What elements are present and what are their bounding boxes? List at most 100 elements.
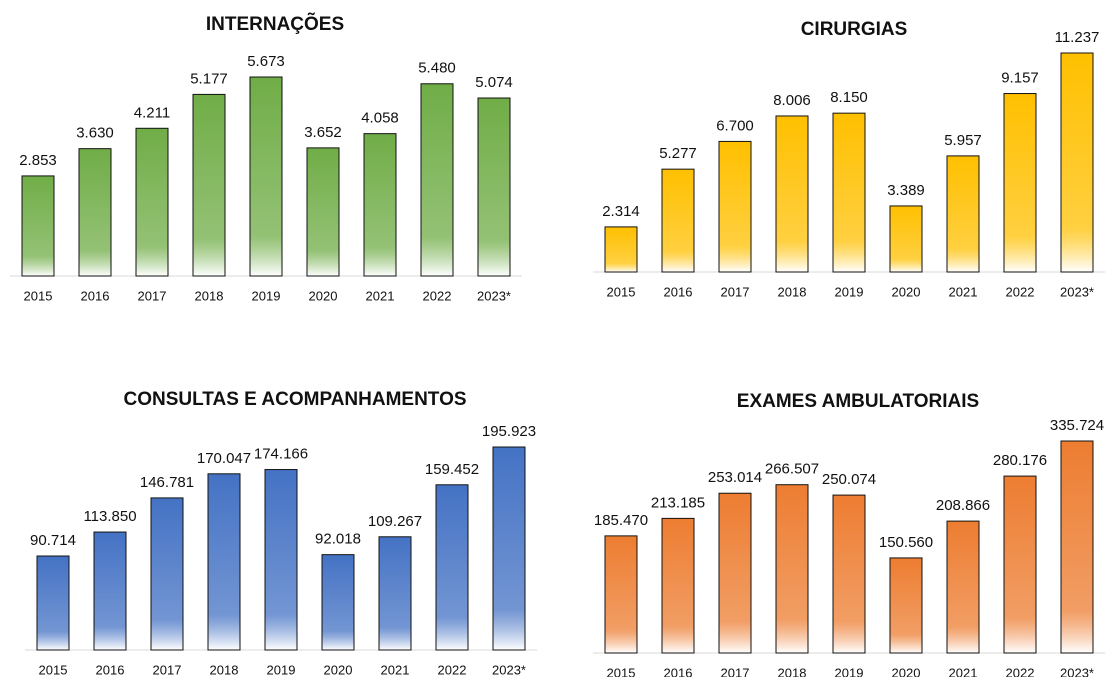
bar xyxy=(192,93,226,277)
x-tick-label: 2023* xyxy=(1060,284,1094,299)
bar xyxy=(21,175,55,277)
value-label: 335.724 xyxy=(1050,417,1104,434)
x-tick-label: 2019 xyxy=(252,288,281,303)
value-label: 113.850 xyxy=(83,508,136,525)
x-tick-label: 2021 xyxy=(366,288,395,303)
bar xyxy=(946,155,980,273)
value-label: 213.185 xyxy=(651,494,705,511)
bar xyxy=(264,469,298,651)
x-tick-label: 2015 xyxy=(39,662,68,677)
x-tick-label: 2021 xyxy=(949,284,978,299)
value-label: 208.866 xyxy=(936,497,990,514)
x-tick-label: 2020 xyxy=(309,288,338,303)
chart-title: EXAMES AMBULATORIAIS xyxy=(737,391,979,412)
x-tick-label: 2022 xyxy=(423,288,452,303)
x-tick-label: 2021 xyxy=(381,662,410,677)
bar xyxy=(661,168,695,273)
value-label: 8.006 xyxy=(773,92,811,109)
value-label: 4.058 xyxy=(361,110,399,127)
bar xyxy=(477,97,511,277)
chart-title: CONSULTAS E ACOMPANHAMENTOS xyxy=(123,389,466,410)
bar xyxy=(93,531,127,651)
bar xyxy=(135,127,169,277)
bar xyxy=(661,517,695,654)
value-label: 159.452 xyxy=(425,461,479,478)
x-tick-label: 2017 xyxy=(138,288,167,303)
x-tick-label: 2023* xyxy=(492,662,526,677)
value-label: 250.074 xyxy=(822,471,876,488)
bar xyxy=(378,536,412,651)
value-label: 266.507 xyxy=(765,461,819,478)
x-tick-label: 2018 xyxy=(778,665,807,677)
x-tick-label: 2021 xyxy=(949,665,978,677)
x-tick-label: 2018 xyxy=(195,288,224,303)
value-label: 146.781 xyxy=(140,474,194,491)
bar xyxy=(150,497,184,651)
bar xyxy=(435,484,469,651)
bar xyxy=(78,148,112,277)
x-tick-label: 2018 xyxy=(778,284,807,299)
x-tick-label: 2019 xyxy=(835,665,864,677)
value-label: 195.923 xyxy=(482,423,536,440)
x-tick-label: 2015 xyxy=(24,288,53,303)
value-label: 92.018 xyxy=(315,531,361,548)
x-tick-label: 2018 xyxy=(210,662,239,677)
bar xyxy=(604,535,638,654)
value-label: 5.957 xyxy=(944,132,982,149)
x-tick-label: 2019 xyxy=(267,662,296,677)
value-label: 4.211 xyxy=(134,104,170,121)
value-label: 3.630 xyxy=(76,125,114,142)
x-tick-label: 2023* xyxy=(477,288,511,303)
value-label: 5.480 xyxy=(418,60,456,77)
bar xyxy=(775,115,809,273)
x-tick-label: 2022 xyxy=(438,662,467,677)
bar xyxy=(832,112,866,273)
value-label: 9.157 xyxy=(1001,70,1039,87)
bar xyxy=(1003,475,1037,654)
bar xyxy=(718,492,752,654)
value-label: 5.177 xyxy=(190,70,228,87)
value-label: 280.176 xyxy=(993,452,1047,469)
bar xyxy=(492,446,526,651)
value-label: 90.714 xyxy=(30,532,76,549)
x-tick-label: 2017 xyxy=(153,662,182,677)
value-label: 170.047 xyxy=(197,450,251,467)
x-tick-label: 2019 xyxy=(835,284,864,299)
value-label: 5.673 xyxy=(247,53,285,70)
value-label: 185.470 xyxy=(594,512,648,529)
bar xyxy=(946,520,980,654)
value-label: 2.853 xyxy=(19,152,57,169)
x-tick-label: 2022 xyxy=(1006,284,1035,299)
value-label: 6.700 xyxy=(716,117,754,134)
value-label: 3.389 xyxy=(887,182,925,199)
chart-title: INTERNAÇÕES xyxy=(206,13,344,35)
bar xyxy=(306,147,340,277)
x-tick-label: 2016 xyxy=(664,665,693,677)
x-tick-label: 2017 xyxy=(721,284,750,299)
value-label: 8.150 xyxy=(830,89,868,106)
bar xyxy=(775,484,809,654)
bar xyxy=(207,473,241,651)
value-label: 109.267 xyxy=(368,513,422,530)
x-tick-label: 2015 xyxy=(607,284,636,299)
x-tick-label: 2016 xyxy=(664,284,693,299)
bar xyxy=(889,205,923,273)
value-label: 253.014 xyxy=(708,469,762,486)
x-tick-label: 2016 xyxy=(81,288,110,303)
x-tick-label: 2020 xyxy=(892,284,921,299)
value-label: 3.652 xyxy=(304,124,342,141)
x-tick-label: 2017 xyxy=(721,665,750,677)
value-label: 150.560 xyxy=(879,534,933,551)
bar xyxy=(420,83,454,277)
value-label: 11.237 xyxy=(1055,29,1100,46)
bar xyxy=(321,554,355,651)
bar xyxy=(36,555,70,651)
bar xyxy=(1003,93,1037,273)
bar xyxy=(889,557,923,654)
bar xyxy=(604,226,638,273)
bar xyxy=(1060,52,1094,273)
value-label: 5.277 xyxy=(659,145,697,162)
x-tick-label: 2020 xyxy=(324,662,353,677)
bar xyxy=(832,494,866,654)
